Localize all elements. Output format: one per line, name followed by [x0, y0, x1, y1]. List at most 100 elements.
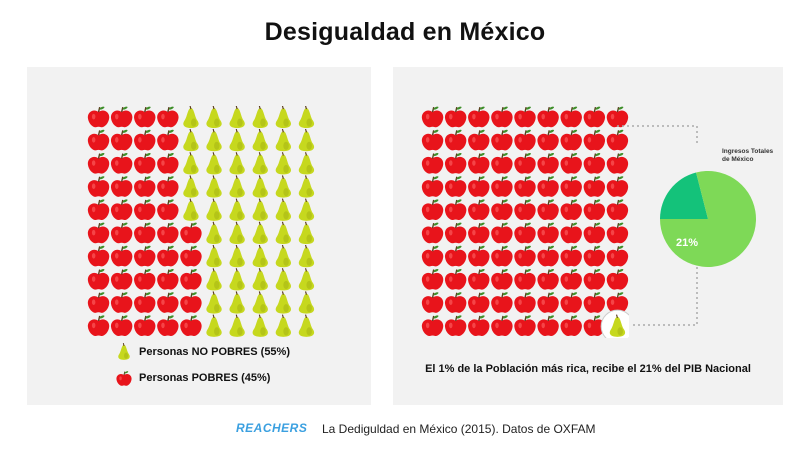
pear-icon — [298, 106, 315, 129]
pear-icon — [275, 314, 292, 337]
apple-icon — [157, 315, 179, 337]
pear-icon — [252, 152, 268, 175]
apple-icon — [110, 245, 133, 267]
pear-icon — [206, 128, 222, 152]
apple-icon — [421, 199, 444, 221]
apple-icon — [110, 199, 133, 221]
source-text: La Dediguldad en México (2015). Datos de… — [322, 422, 596, 436]
apple-icon — [157, 292, 179, 313]
apple-icon — [468, 129, 490, 151]
apple-icon — [421, 315, 444, 337]
apple-icon — [134, 199, 156, 221]
apple-icon — [560, 268, 582, 290]
brand-logo: REACHERS — [236, 421, 308, 435]
apple-icon — [468, 199, 490, 221]
pie-slice-label: 21% — [676, 237, 699, 249]
pie-slice-rest — [660, 171, 756, 267]
pear-icon — [229, 268, 245, 291]
apple-icon — [468, 106, 490, 128]
apple-icon — [537, 292, 559, 313]
apple-icon — [87, 268, 110, 290]
apple-icon — [491, 268, 513, 290]
pear-icon — [206, 268, 222, 291]
apple-icon — [514, 106, 536, 128]
apple-icon — [491, 315, 513, 337]
apple-icon — [421, 106, 444, 128]
pear-icon — [252, 291, 268, 314]
apple-icon — [134, 152, 156, 174]
pear-icon — [252, 198, 268, 221]
pear-icon — [252, 175, 268, 198]
legend-item-pobres: Personas POBRES (45%) — [115, 369, 270, 387]
pear-icon — [275, 152, 292, 175]
pear-icon — [183, 198, 199, 221]
apple-icon — [583, 222, 606, 244]
pear-icon — [229, 198, 245, 221]
pear-icon — [229, 128, 245, 152]
apple-icon — [537, 245, 559, 267]
apple-icon — [444, 315, 467, 337]
apple-icon — [421, 292, 444, 313]
pear-icon — [183, 128, 199, 152]
apple-icon — [606, 199, 629, 221]
pear-icon — [298, 175, 315, 198]
apple-icon — [583, 245, 606, 267]
apple-icon — [87, 292, 110, 313]
apple-icon — [87, 176, 110, 197]
apple-icon — [583, 176, 606, 197]
apple-icon — [468, 292, 490, 313]
apple-icon — [606, 222, 629, 244]
apple-icon — [560, 292, 582, 313]
apple-icon — [134, 106, 156, 128]
apple-icon — [87, 245, 110, 267]
pear-icon — [275, 221, 292, 245]
apple-icon — [537, 315, 559, 337]
apple-icon — [444, 268, 467, 290]
apple-icon — [180, 315, 202, 337]
apple-icon — [514, 315, 536, 337]
apple-icon — [180, 268, 202, 290]
apple-icon — [514, 199, 536, 221]
apple-icon — [514, 268, 536, 290]
apple-icon — [421, 222, 444, 244]
apple-icon — [491, 245, 513, 267]
apple-icon — [514, 152, 536, 174]
apple-icon — [444, 292, 467, 313]
pie-title: Ingresos Totales de México — [722, 148, 774, 163]
apple-icon — [583, 292, 606, 313]
apple-icon — [87, 222, 110, 244]
pear-icon — [275, 198, 292, 221]
pear-icon — [252, 314, 268, 337]
apple-icon — [606, 268, 629, 290]
pear-icon — [115, 343, 133, 361]
highlighted-pear-icon — [600, 309, 629, 338]
apple-icon — [134, 176, 156, 197]
apple-icon — [537, 268, 559, 290]
pear-icon — [229, 314, 245, 337]
apple-icon — [180, 222, 202, 244]
apple-icon — [583, 315, 606, 337]
pear-icon — [252, 244, 268, 268]
apple-icon — [537, 106, 559, 128]
apple-icon — [157, 152, 179, 174]
pear-icon — [298, 198, 315, 221]
apple-icon — [560, 222, 582, 244]
apple-icon — [444, 176, 467, 197]
pear-icon — [298, 221, 315, 245]
apple-icon — [468, 176, 490, 197]
chart-caption: El 1% de la Población más rica, recibe e… — [425, 363, 751, 375]
apple-icon — [491, 129, 513, 151]
apple-icon — [606, 292, 629, 313]
apple-icon — [560, 315, 582, 337]
legend-label-pobres: Personas POBRES (45%) — [139, 372, 271, 384]
apple-icon — [110, 176, 133, 197]
apple-icon — [115, 369, 133, 387]
apple-icon — [110, 315, 133, 337]
apple-icon — [87, 129, 110, 151]
apple-icon — [491, 152, 513, 174]
pear-icon — [206, 291, 222, 314]
apple-icon — [110, 152, 133, 174]
apple-icon — [537, 199, 559, 221]
apple-icon — [537, 176, 559, 197]
apple-icon — [560, 129, 582, 151]
